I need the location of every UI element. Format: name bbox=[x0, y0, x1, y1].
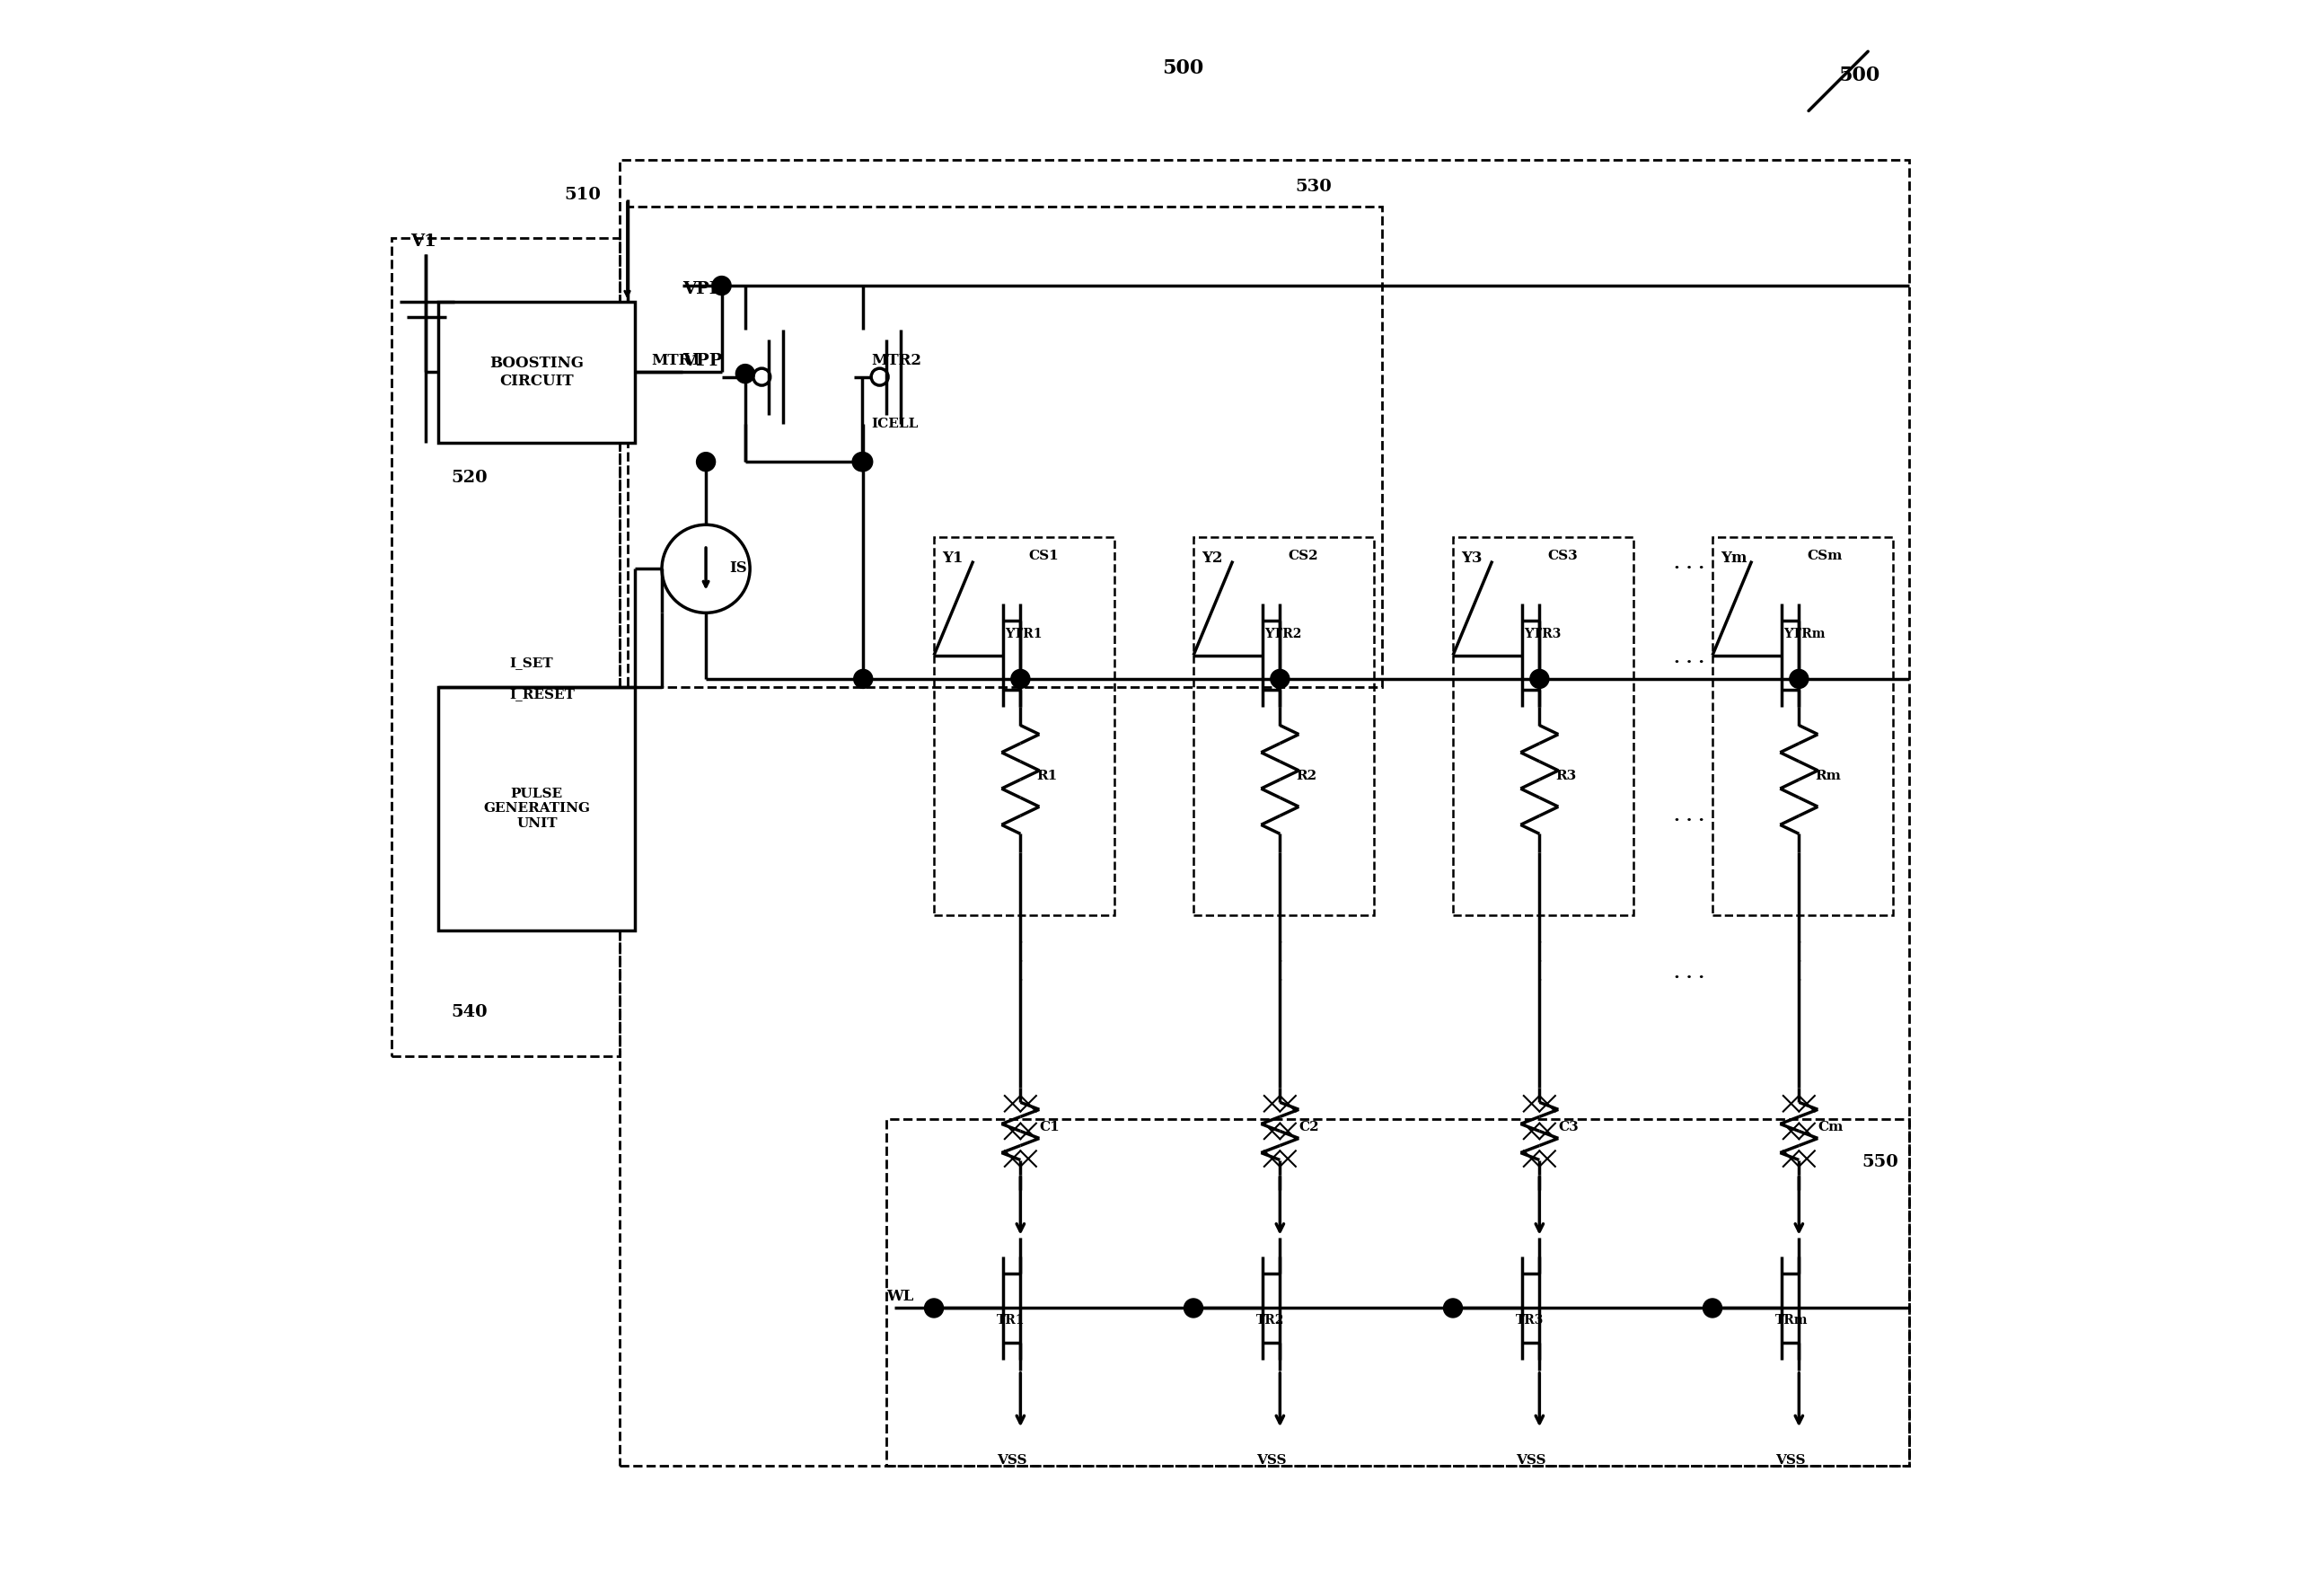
Text: VPP: VPP bbox=[683, 281, 723, 297]
Circle shape bbox=[853, 453, 872, 472]
Text: TR3: TR3 bbox=[1515, 1314, 1543, 1327]
Text: .
.
.: . . . bbox=[1018, 931, 1023, 985]
Text: 540: 540 bbox=[451, 1005, 488, 1021]
Text: C2: C2 bbox=[1299, 1122, 1320, 1135]
Text: 550: 550 bbox=[1862, 1154, 1899, 1171]
Text: .
.
.: . . . bbox=[1796, 931, 1801, 985]
Text: Y2: Y2 bbox=[1202, 551, 1222, 567]
Circle shape bbox=[925, 1299, 944, 1318]
Text: . . .: . . . bbox=[1673, 966, 1703, 982]
Text: I_SET: I_SET bbox=[509, 656, 553, 669]
Text: Rm: Rm bbox=[1815, 770, 1841, 783]
Text: Y1: Y1 bbox=[941, 551, 962, 567]
Text: R1: R1 bbox=[1037, 770, 1057, 783]
Circle shape bbox=[737, 365, 755, 383]
Text: TRm: TRm bbox=[1776, 1314, 1808, 1327]
FancyBboxPatch shape bbox=[439, 301, 634, 443]
Text: . . .: . . . bbox=[1673, 808, 1703, 824]
Text: C1: C1 bbox=[1039, 1122, 1060, 1135]
Text: V1: V1 bbox=[411, 234, 437, 249]
Text: YTR3: YTR3 bbox=[1525, 628, 1562, 641]
Text: . . .: . . . bbox=[1673, 555, 1703, 573]
Text: CS1: CS1 bbox=[1027, 549, 1060, 562]
Text: ICELL: ICELL bbox=[872, 417, 918, 429]
Text: VSS: VSS bbox=[1515, 1453, 1545, 1466]
Text: I_RESET: I_RESET bbox=[509, 688, 574, 701]
Text: 530: 530 bbox=[1297, 178, 1332, 194]
Text: Cm: Cm bbox=[1817, 1122, 1843, 1135]
Circle shape bbox=[1183, 1299, 1204, 1318]
Text: .
.
.: . . . bbox=[1536, 931, 1543, 985]
Text: . . .: . . . bbox=[1673, 650, 1703, 667]
Circle shape bbox=[853, 669, 872, 688]
FancyBboxPatch shape bbox=[439, 686, 634, 931]
Text: 500: 500 bbox=[1162, 58, 1204, 77]
Text: .
.
.: . . . bbox=[1278, 931, 1283, 985]
Text: R3: R3 bbox=[1555, 770, 1576, 783]
Text: VSS: VSS bbox=[1257, 1453, 1287, 1466]
Text: VSS: VSS bbox=[997, 1453, 1027, 1466]
Circle shape bbox=[1703, 1299, 1722, 1318]
Text: YTR2: YTR2 bbox=[1264, 628, 1301, 641]
Text: MTR2: MTR2 bbox=[872, 352, 920, 368]
Circle shape bbox=[1271, 669, 1290, 688]
Text: Ym: Ym bbox=[1720, 551, 1748, 567]
Text: IS: IS bbox=[730, 560, 748, 576]
Text: PULSE
GENERATING
UNIT: PULSE GENERATING UNIT bbox=[483, 787, 590, 830]
Text: VSS: VSS bbox=[1776, 1453, 1806, 1466]
Circle shape bbox=[1529, 669, 1548, 688]
Text: VPP: VPP bbox=[683, 353, 723, 369]
Text: C3: C3 bbox=[1559, 1122, 1578, 1135]
Text: 520: 520 bbox=[451, 470, 488, 486]
Text: YTRm: YTRm bbox=[1783, 628, 1824, 641]
Text: CSm: CSm bbox=[1806, 549, 1843, 562]
Text: 510: 510 bbox=[565, 186, 602, 202]
Text: TR2: TR2 bbox=[1257, 1314, 1285, 1327]
Text: YTR1: YTR1 bbox=[1004, 628, 1041, 641]
Circle shape bbox=[697, 453, 716, 472]
Text: MTR1: MTR1 bbox=[651, 352, 702, 368]
Text: CS2: CS2 bbox=[1287, 549, 1318, 562]
Text: R2: R2 bbox=[1297, 770, 1315, 783]
Circle shape bbox=[853, 453, 872, 472]
Text: Y3: Y3 bbox=[1462, 551, 1483, 567]
Text: CS3: CS3 bbox=[1548, 549, 1578, 562]
Text: 500: 500 bbox=[1838, 66, 1880, 85]
Text: BOOSTING
CIRCUIT: BOOSTING CIRCUIT bbox=[490, 355, 583, 388]
Text: WL: WL bbox=[888, 1289, 913, 1303]
Circle shape bbox=[711, 276, 732, 295]
Circle shape bbox=[1443, 1299, 1462, 1318]
Text: TR1: TR1 bbox=[997, 1314, 1025, 1327]
Circle shape bbox=[1789, 669, 1808, 688]
Circle shape bbox=[1011, 669, 1030, 688]
